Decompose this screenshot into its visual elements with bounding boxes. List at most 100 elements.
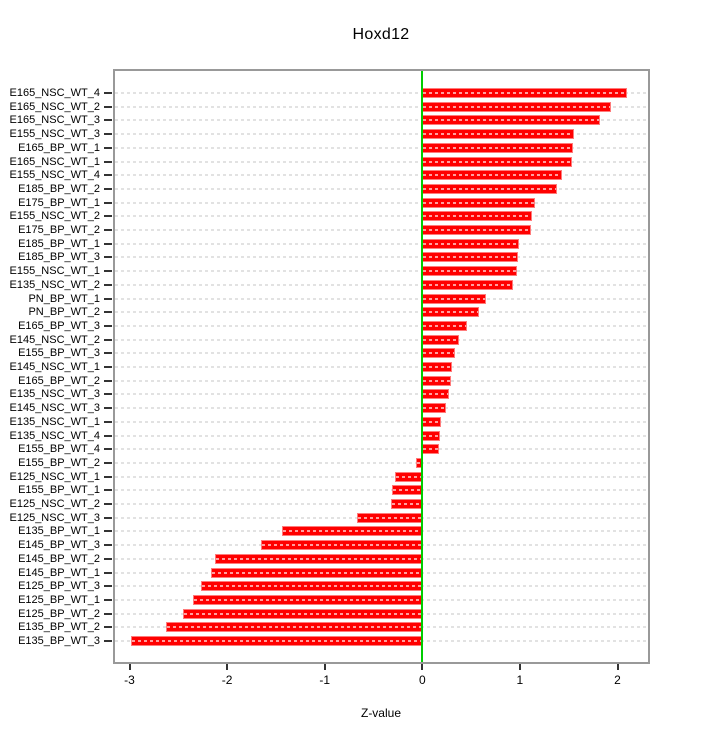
bar-grid-overlay (423, 215, 531, 218)
bar (422, 375, 451, 386)
y-axis-label: E155_BP_WT_3 (18, 347, 100, 360)
y-axis-label: E145_NSC_WT_3 (9, 402, 101, 415)
y-axis-label: E165_NSC_WT_3 (9, 114, 101, 127)
bar (422, 362, 452, 372)
bar (422, 197, 535, 208)
bar-grid-overlay (423, 297, 485, 300)
y-axis-tick (104, 379, 112, 382)
gridline (115, 160, 648, 163)
y-axis-tick (104, 338, 112, 341)
y-axis-label: E135_BP_WT_1 (18, 525, 100, 538)
bar-grid-overlay (423, 174, 561, 177)
y-axis-label: E135_NSC_WT_3 (9, 388, 101, 401)
bar-grid-overlay (423, 352, 454, 355)
bar-grid-overlay (262, 544, 422, 547)
bar (422, 156, 572, 167)
bar (200, 581, 423, 592)
y-axis-tick (104, 585, 112, 588)
gridline (115, 352, 648, 355)
bar-grid-overlay (423, 338, 459, 341)
y-axis-tick (104, 215, 112, 218)
bar-grid-overlay (184, 612, 422, 615)
bar (422, 320, 468, 331)
y-axis-tick (104, 626, 112, 629)
bar (422, 183, 557, 194)
y-axis-label: PN_BP_WT_1 (28, 292, 100, 305)
y-axis-label: E165_NSC_WT_1 (9, 155, 101, 168)
x-axis-tick-label: -3 (124, 673, 135, 687)
gridline (115, 215, 648, 218)
bar (422, 129, 574, 140)
bar (391, 499, 423, 509)
bar (281, 526, 423, 537)
y-axis-tick (104, 297, 112, 300)
bar (422, 293, 486, 304)
bar (422, 403, 446, 414)
x-axis-tick (421, 664, 424, 670)
gridline (115, 407, 648, 410)
gridline (115, 393, 648, 396)
bar-grid-overlay (423, 407, 445, 410)
y-axis-tick (104, 105, 112, 108)
gridline (115, 201, 648, 204)
y-axis-label: E185_BP_WT_2 (18, 182, 100, 195)
y-axis-tick (104, 270, 112, 273)
y-axis-label: E165_NSC_WT_2 (9, 100, 101, 113)
bar (422, 348, 455, 359)
x-axis-tick (616, 664, 619, 670)
y-axis-tick (104, 475, 112, 478)
y-axis-tick (104, 489, 112, 492)
bar (192, 594, 423, 605)
gridline (115, 366, 648, 368)
gridline (115, 283, 648, 286)
bar-grid-overlay (132, 640, 422, 642)
y-axis-tick (104, 544, 112, 547)
bar (422, 170, 562, 181)
bar-grid-overlay (423, 420, 440, 423)
bar-grid-overlay (216, 557, 422, 560)
y-axis-tick (104, 640, 112, 642)
gridline (115, 379, 648, 382)
gridline (115, 338, 648, 341)
bar-grid-overlay (423, 393, 448, 396)
bar-grid-overlay (423, 201, 534, 204)
bar-grid-overlay (393, 489, 422, 492)
bar-grid-overlay (423, 229, 530, 231)
bar (392, 485, 423, 496)
bar-grid-overlay (423, 324, 467, 327)
x-axis-tick-label: 1 (516, 673, 524, 687)
gridline (115, 242, 648, 245)
y-axis-label: E155_NSC_WT_1 (9, 265, 101, 278)
bar (422, 101, 611, 112)
y-axis-label: E125_BP_WT_1 (18, 593, 100, 606)
gridline (115, 503, 648, 505)
y-axis-label: E175_BP_WT_1 (18, 196, 100, 209)
x-axis-tick-label: 0 (418, 673, 426, 687)
y-axis-label: E145_NSC_WT_2 (9, 333, 101, 346)
bar (422, 142, 573, 153)
gridline (115, 146, 648, 149)
x-axis-tick-label: -1 (319, 673, 331, 687)
bar (215, 553, 423, 564)
y-axis-tick (104, 352, 112, 355)
x-axis-title: Z-value (360, 706, 401, 720)
bar-grid-overlay (423, 283, 513, 286)
bar-grid-overlay (423, 270, 516, 273)
y-axis-label: E125_NSC_WT_3 (9, 511, 101, 524)
bar-grid-overlay (423, 187, 556, 190)
bar-grid-overlay (392, 503, 422, 505)
bar (422, 444, 439, 455)
y-axis-tick (104, 311, 112, 314)
chart-title: Hoxd12 (352, 26, 410, 43)
y-axis-label: E145_BP_WT_3 (18, 539, 100, 552)
y-axis-label: E185_BP_WT_1 (18, 237, 100, 250)
x-axis-tick (226, 664, 229, 670)
gridline (115, 270, 648, 273)
y-axis-tick (104, 598, 112, 601)
bar-grid-overlay (211, 571, 422, 574)
x-axis-tick-label: 2 (614, 673, 621, 687)
bar-grid-overlay (423, 434, 439, 437)
x-axis-tick (323, 664, 326, 670)
gridline (115, 256, 648, 259)
